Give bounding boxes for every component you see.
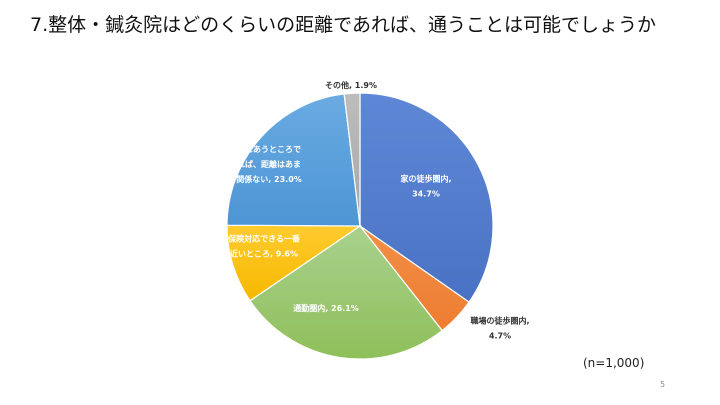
slide-title: 7.整体・鍼灸院はどのくらいの距離であれば、通うことは可能でしょうか bbox=[30, 14, 656, 36]
slice-label-1: 職場の徒歩圏内, 4.7% bbox=[470, 316, 529, 341]
slice-label-3: 保険対応できる一番近いところ, 9.6% bbox=[227, 234, 301, 259]
pie-slice-2 bbox=[249, 225, 444, 360]
slice-label-5: その他, 1.9% bbox=[325, 80, 377, 90]
pie-slice-3 bbox=[226, 224, 362, 302]
slice-label-2: 通勤圏内, 26.1% bbox=[293, 303, 359, 313]
page-number: 5 bbox=[660, 380, 666, 389]
slice-label-0: 家の徒歩圏内, 34.7% bbox=[400, 174, 451, 199]
sample-size-note: (n=1,000) bbox=[583, 356, 645, 370]
pie-slice-0 bbox=[359, 92, 494, 303]
pie-slice-4 bbox=[226, 93, 361, 227]
slice-label-4: 自分にあうところであれば、距離はあまり関係ない, 23.0% bbox=[228, 144, 302, 184]
pie-slice-5 bbox=[343, 92, 361, 227]
